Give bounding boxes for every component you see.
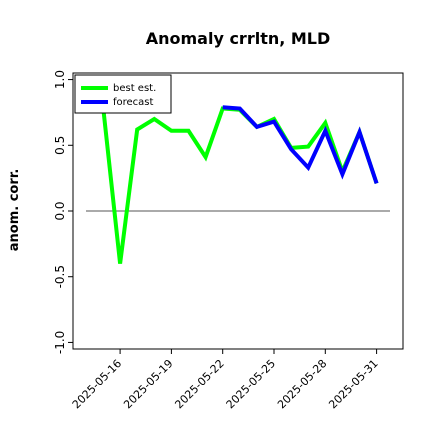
x-axis-ticks: 2025-05-162025-05-192025-05-222025-05-25… [70,349,381,411]
x-tick-label: 2025-05-28 [275,357,329,411]
y-tick-label: 0.0 [53,201,67,220]
x-tick-label: 2025-05-22 [172,357,226,411]
y-axis-label: anom. corr. [7,169,22,252]
x-tick-label: 2025-05-25 [224,357,278,411]
series-line-best-est [101,105,379,264]
chart-title: Anomaly crrltn, MLD [146,29,331,48]
series-layer [101,105,379,264]
y-tick-label: -0.5 [53,265,67,288]
x-tick-label: 2025-05-31 [326,357,380,411]
legend-label-best-est: best est. [113,83,156,94]
series-line-forecast [222,105,379,185]
x-tick-label: 2025-05-16 [70,357,124,411]
legend: best est. forecast [74,74,172,114]
y-axis-ticks: 1.0 0.5 0.0 -0.5 -1.0 [53,70,73,354]
legend-label-forecast: forecast [113,97,154,108]
y-tick-label: -1.0 [53,331,67,354]
x-tick-label: 2025-05-19 [121,357,175,411]
legend-box [74,74,172,114]
y-tick-label: 0.5 [53,136,67,155]
y-tick-label: 1.0 [53,70,67,89]
